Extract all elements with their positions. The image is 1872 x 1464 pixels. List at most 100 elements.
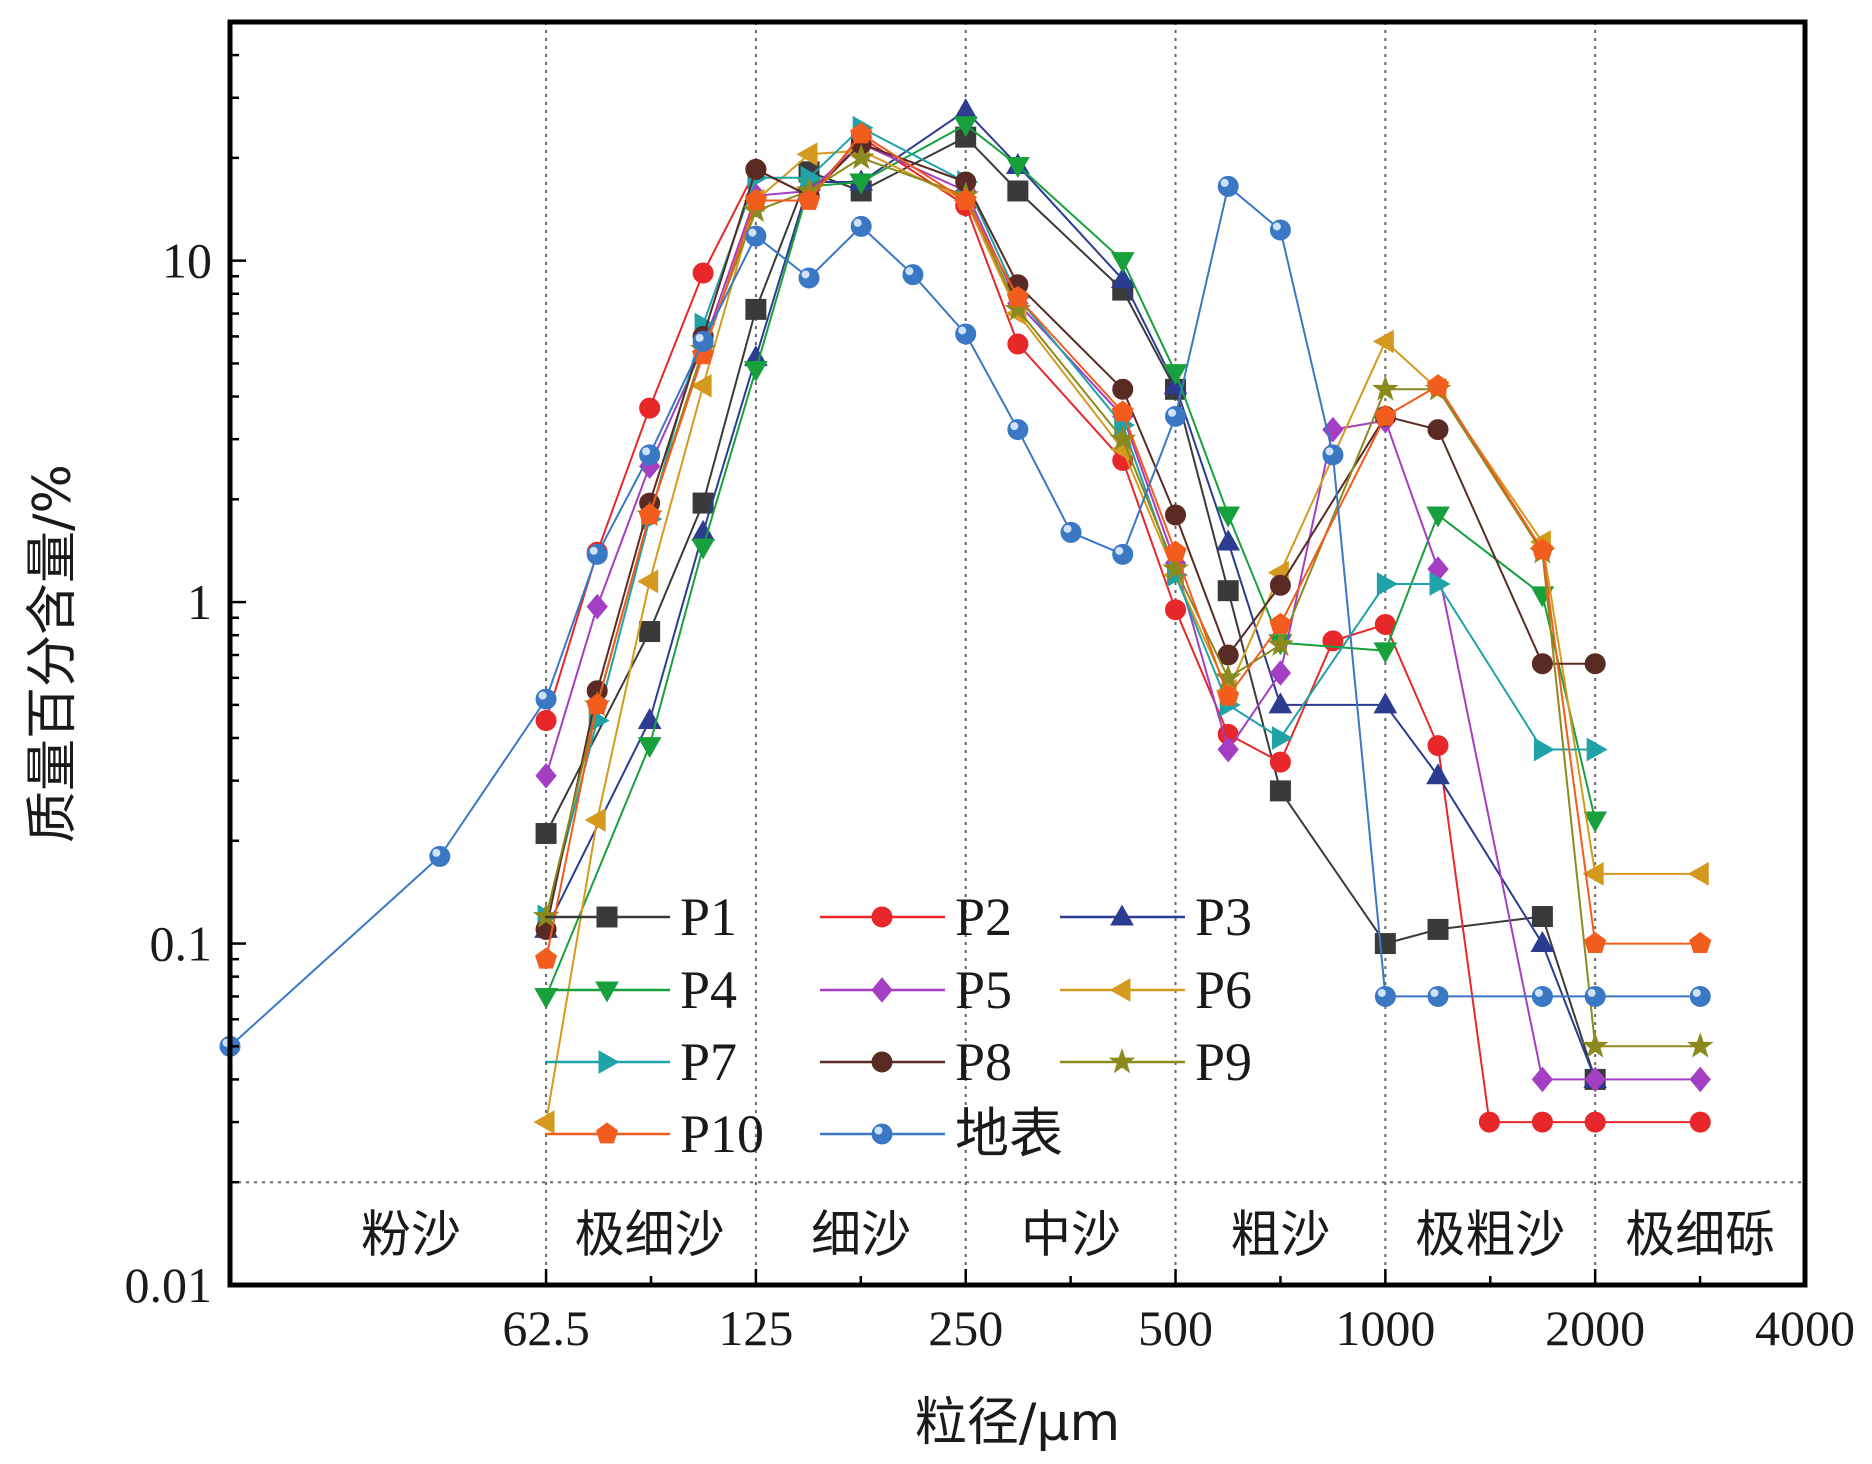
data-point <box>953 98 978 120</box>
data-point <box>1271 726 1293 750</box>
y-tick-label: 10 <box>162 233 212 289</box>
data-point <box>1584 1066 1606 1093</box>
data-point <box>1582 862 1604 886</box>
data-point <box>1007 180 1029 202</box>
plot-frame <box>227 19 1808 1288</box>
data-point <box>1269 574 1291 596</box>
data-point <box>1429 572 1451 596</box>
legend-label: P5 <box>955 960 1012 1020</box>
legend-label: P9 <box>1195 1032 1252 1092</box>
data-point <box>1006 285 1029 307</box>
data-point <box>1112 378 1134 400</box>
data-point <box>1111 400 1134 422</box>
data-point <box>1689 1066 1711 1093</box>
data-point <box>1269 660 1292 686</box>
data-point <box>586 543 608 565</box>
x-tick-label: 62.5 <box>502 1300 590 1356</box>
data-point <box>745 158 767 180</box>
data-point <box>1269 780 1291 802</box>
data-point <box>1269 612 1292 634</box>
data-point <box>1586 737 1608 762</box>
series-P1 <box>535 126 1606 1090</box>
data-point <box>1478 1111 1500 1133</box>
zone-label: 极细沙 <box>575 1206 725 1264</box>
data-point <box>1373 692 1398 714</box>
data-point <box>1322 444 1344 466</box>
data-point <box>1426 506 1450 528</box>
data-point <box>1581 1032 1609 1058</box>
legend-label: 地表 <box>955 1104 1063 1164</box>
data-point <box>1689 985 1711 1007</box>
legend-entry: P10 <box>545 1104 764 1164</box>
series-line <box>545 136 1597 1080</box>
data-point <box>1427 419 1449 441</box>
data-point <box>692 262 714 284</box>
data-point <box>429 845 451 867</box>
legend-label: P1 <box>680 887 737 947</box>
data-point <box>1426 374 1450 396</box>
data-point <box>1531 1111 1553 1133</box>
data-point <box>1217 736 1239 763</box>
legend-entry: P8 <box>820 1032 1012 1092</box>
data-point <box>1427 735 1449 757</box>
data-point <box>1584 931 1607 953</box>
data-point <box>1007 333 1029 355</box>
data-point <box>1531 538 1554 560</box>
legend-entry: P1 <box>545 887 737 947</box>
data-point <box>1217 684 1240 706</box>
legend-label: P7 <box>680 1032 737 1092</box>
x-tick-label: 250 <box>928 1300 1003 1356</box>
data-point <box>1584 1111 1606 1133</box>
data-point <box>1689 931 1712 953</box>
data-point <box>796 142 818 167</box>
legend-entry: P4 <box>545 960 737 1020</box>
data-point <box>1216 506 1241 528</box>
data-point <box>745 225 767 247</box>
data-point <box>1426 763 1450 785</box>
legend-entry: P9 <box>1060 1032 1252 1092</box>
data-point <box>1686 1032 1714 1058</box>
zone-divider-layer: 粉沙 极细沙 细沙 中沙 粗沙 极粗沙 极细砾 <box>230 22 1805 1285</box>
data-point <box>1531 906 1553 928</box>
data-point <box>1060 521 1082 543</box>
series-P2 <box>535 126 1711 1133</box>
data-point <box>798 188 821 210</box>
series-line <box>545 136 1701 1124</box>
data-point <box>850 215 872 237</box>
zone-label: 粗沙 <box>1230 1206 1330 1264</box>
data-point <box>1007 419 1029 441</box>
y-axis-title: 质量百分含量/% <box>23 464 83 843</box>
legend-label: P4 <box>680 960 737 1020</box>
series-line <box>545 156 1701 1048</box>
data-point <box>586 693 609 715</box>
x-tick-label: 4000 <box>1755 1300 1855 1356</box>
zone-label: 极粗沙 <box>1415 1206 1565 1264</box>
y-tick-label: 1 <box>187 574 212 630</box>
data-point <box>637 737 662 759</box>
data-point <box>1112 543 1134 565</box>
data-point <box>744 360 768 383</box>
data-point <box>639 444 661 466</box>
data-point <box>535 710 557 732</box>
series-line <box>545 133 1701 960</box>
data-point <box>1165 405 1187 427</box>
legend-entry: P3 <box>1060 887 1252 947</box>
data-point <box>1163 364 1188 386</box>
legend-label: P6 <box>1195 960 1252 1020</box>
zone-label: 极细砾 <box>1625 1206 1775 1264</box>
data-point <box>798 267 820 289</box>
data-point <box>1373 642 1398 664</box>
data-point <box>1110 267 1135 289</box>
data-point <box>1110 252 1135 274</box>
legend-entry: 地表 <box>820 1104 1063 1164</box>
data-point <box>1267 630 1294 657</box>
data-point <box>954 188 977 210</box>
data-point <box>1372 375 1399 401</box>
series-地表 <box>219 175 1711 1057</box>
data-point <box>1584 653 1606 675</box>
data-point <box>850 122 873 144</box>
x-tick-label: 2000 <box>1545 1300 1645 1356</box>
legend-label: P8 <box>955 1032 1012 1092</box>
data-point <box>1374 985 1396 1007</box>
